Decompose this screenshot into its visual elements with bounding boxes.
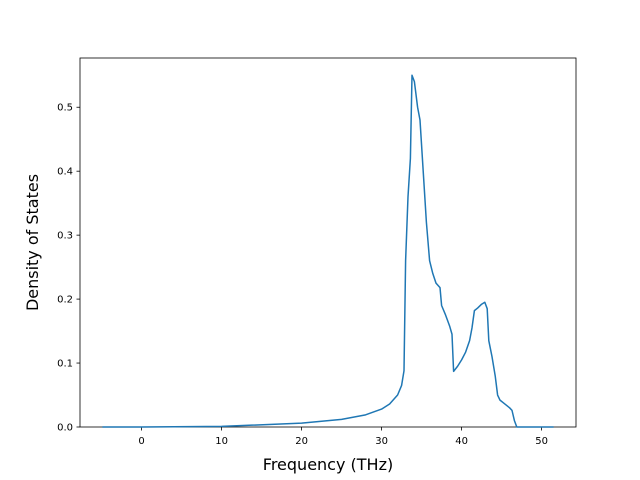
y-tick-label: 0.0 bbox=[57, 423, 73, 434]
x-tick-label: 30 bbox=[375, 436, 388, 447]
plot-frame bbox=[79, 57, 577, 428]
y-axis-label: Density of States bbox=[23, 174, 42, 311]
y-tick-label: 0.2 bbox=[57, 295, 73, 306]
x-tick-label: 0 bbox=[138, 436, 144, 447]
x-tick-label: 50 bbox=[535, 436, 548, 447]
y-tick-label: 0.4 bbox=[57, 167, 73, 178]
x-axis-label: Frequency (THz) bbox=[263, 455, 393, 474]
y-tick-label: 0.1 bbox=[57, 359, 73, 370]
x-tick-label: 40 bbox=[455, 436, 468, 447]
y-tick-label: 0.3 bbox=[57, 231, 73, 242]
x-tick-label: 10 bbox=[215, 436, 228, 447]
x-tick-label: 20 bbox=[295, 436, 308, 447]
data-line bbox=[102, 74, 554, 428]
y-tick-label: 0.5 bbox=[57, 103, 73, 114]
